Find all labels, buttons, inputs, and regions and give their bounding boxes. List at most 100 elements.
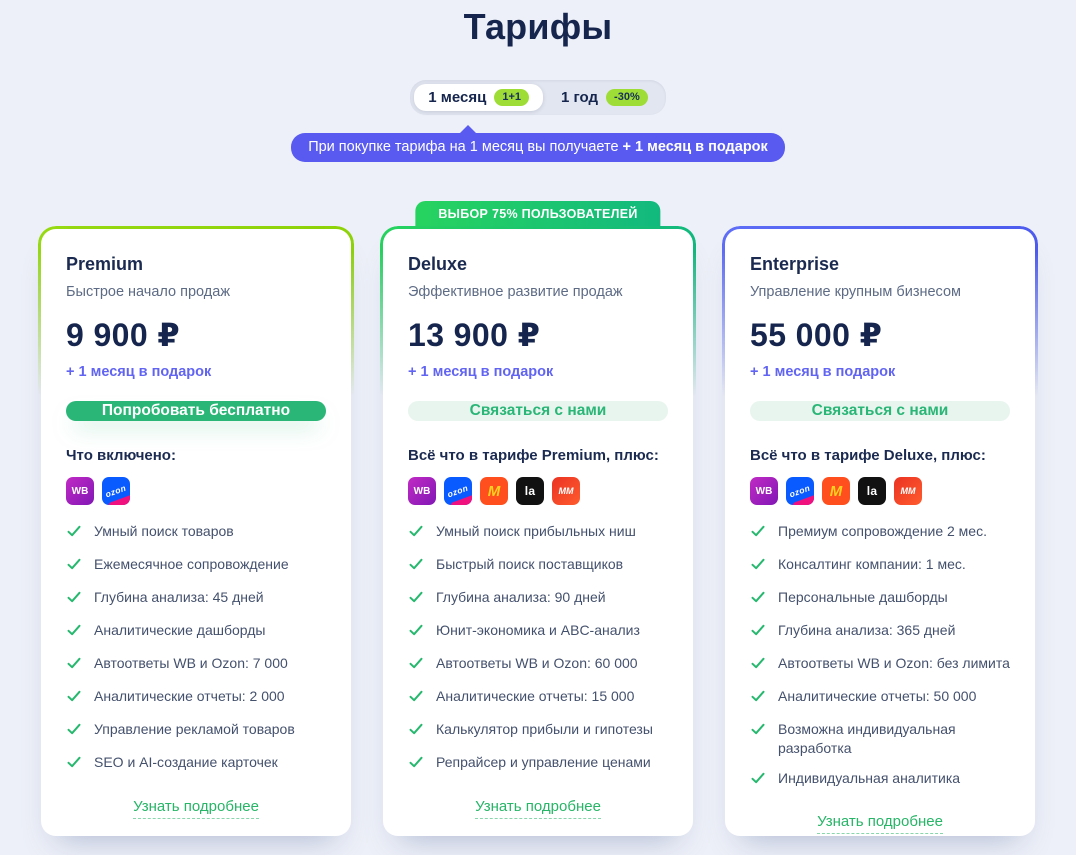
checkmark-icon <box>408 754 424 775</box>
feature-item: Возможна индивидуальная разработка <box>750 720 1010 758</box>
feature-item: Аналитические дашборды <box>66 621 326 643</box>
feature-item: Юнит-экономика и ABC-анализ <box>408 621 668 643</box>
feature-text: Умный поиск прибыльных ниш <box>436 523 636 540</box>
popular-choice-badge: ВЫБОР 75% ПОЛЬЗОВАТЕЛЕЙ <box>415 201 661 227</box>
learn-more-link[interactable]: Узнать подробнее <box>817 813 943 835</box>
feature-text: Автоответы WB и Ozon: 60 000 <box>436 654 638 671</box>
feature-item: Калькулятор прибыли и гипотезы <box>408 720 668 742</box>
ozon-glyph: ozon <box>446 483 470 500</box>
feature-text: SEO и AI-создание карточек <box>94 753 278 770</box>
month-gift-badge: 1+1 <box>494 89 529 106</box>
checkmark-icon <box>750 589 766 610</box>
feature-item: SEO и AI-создание карточек <box>66 753 326 775</box>
checkmark-icon <box>66 721 82 742</box>
plan-card-body: Premium Быстрое начало продаж 9 900 ₽ + 1 м… <box>41 229 351 837</box>
feature-item: Персональные дашборды <box>750 588 1010 610</box>
learn-more-link[interactable]: Узнать подробнее <box>475 798 601 819</box>
feature-item: Премиум сопровождение 2 мес. <box>750 522 1010 544</box>
checkmark-icon <box>408 556 424 577</box>
checkmark-icon <box>66 754 82 775</box>
feature-item: Автоответы WB и Ozon: 60 000 <box>408 654 668 676</box>
feature-item: Ежемесячное сопровождение <box>66 555 326 577</box>
megamarket-icon: МM <box>894 477 922 506</box>
billing-option-month-label: 1 месяц <box>428 89 487 106</box>
more-link-row: Узнать подробнее <box>750 801 1010 835</box>
plan-name: Deluxe <box>408 254 468 275</box>
checkmark-icon <box>408 721 424 742</box>
yandex-market-icon: M <box>822 477 850 506</box>
includes-heading: Всё что в тарифе Premium, плюс: <box>408 447 659 465</box>
lamoda-glyph: la <box>524 484 536 499</box>
feature-item: Консалтинг компании: 1 мес. <box>750 555 1010 577</box>
checkmark-icon <box>66 655 82 676</box>
promo-tooltip-text: При покупке тарифа на 1 месяц вы получае… <box>308 139 619 155</box>
feature-text: Автоответы WB и Ozon: без лимита <box>778 654 1010 671</box>
wildberries-glyph: WB <box>755 485 773 497</box>
feature-text: Автоответы WB и Ozon: 7 000 <box>94 654 288 671</box>
checkmark-icon <box>750 622 766 643</box>
megamarket-icon: МM <box>552 477 580 506</box>
more-link-row: Узнать подробнее <box>66 786 326 819</box>
feature-text: Глубина анализа: 365 дней <box>778 622 956 639</box>
feature-item: Аналитические отчеты: 50 000 <box>750 687 1010 709</box>
wildberries-icon: WB <box>750 477 778 506</box>
ozon-glyph: ozon <box>104 483 128 500</box>
plan-card-premium: Premium Быстрое начало продаж 9 900 ₽ + 1 м… <box>38 226 354 840</box>
feature-item: Глубина анализа: 90 дней <box>408 588 668 610</box>
includes-heading: Что включено: <box>66 447 176 465</box>
marketplace-icons: WB ozon <box>66 477 326 506</box>
feature-text: Аналитические дашборды <box>94 622 266 639</box>
plan-gift-note: + 1 месяц в подарок <box>750 364 896 381</box>
feature-text: Премиум сопровождение 2 мес. <box>778 523 987 540</box>
checkmark-icon <box>408 523 424 544</box>
checkmark-icon <box>750 688 766 709</box>
checkmark-icon <box>66 523 82 544</box>
feature-text: Умный поиск товаров <box>94 523 234 540</box>
feature-list: Умный поиск прибыльных ниш Быстрый поиск … <box>408 522 668 785</box>
checkmark-icon <box>408 622 424 643</box>
promo-tooltip-highlight: + 1 месяц в подарок <box>622 139 768 155</box>
pricing-cards: Premium Быстрое начало продаж 9 900 ₽ + 1 м… <box>38 201 1038 840</box>
feature-text: Калькулятор прибыли и гипотезы <box>436 720 653 737</box>
lamoda-glyph: la <box>866 484 878 499</box>
contact-us-button[interactable]: Связаться с нами <box>750 401 1010 422</box>
checkmark-icon <box>408 688 424 709</box>
yandex-market-glyph: M <box>829 482 843 500</box>
billing-option-year[interactable]: 1 год -30% <box>547 84 662 111</box>
year-discount-badge: -30% <box>606 89 648 106</box>
checkmark-icon <box>750 721 766 758</box>
feature-text: Глубина анализа: 45 дней <box>94 589 264 606</box>
checkmark-icon <box>66 589 82 610</box>
feature-item: Репрайсер и управление ценами <box>408 753 668 775</box>
billing-option-month[interactable]: 1 месяц 1+1 <box>414 84 543 111</box>
wildberries-glyph: WB <box>413 485 431 497</box>
feature-text: Быстрый поиск поставщиков <box>436 556 624 573</box>
checkmark-icon <box>66 622 82 643</box>
feature-text: Репрайсер и управление ценами <box>436 753 651 770</box>
feature-item: Быстрый поиск поставщиков <box>408 555 668 577</box>
ozon-icon: ozon <box>102 477 130 506</box>
contact-us-button[interactable]: Связаться с нами <box>408 401 668 422</box>
megamarket-glyph: МM <box>558 486 574 497</box>
billing-toggle-row: 1 месяц 1+1 1 год -30% <box>0 80 1076 115</box>
try-free-button[interactable]: Попробовать бесплатно <box>66 401 326 422</box>
lamoda-icon: la <box>858 477 886 506</box>
plan-tagline: Быстрое начало продаж <box>66 284 231 301</box>
megamarket-glyph: МM <box>900 486 916 497</box>
plan-card-body: Enterprise Управление крупным бизнесом 55 … <box>725 229 1035 837</box>
includes-heading: Всё что в тарифе Deluxe, плюс: <box>750 447 986 465</box>
checkmark-icon <box>750 556 766 577</box>
feature-text: Индивидуальная аналитика <box>778 769 961 786</box>
feature-item: Управление рекламой товаров <box>66 720 326 742</box>
plan-tagline: Управление крупным бизнесом <box>750 284 961 301</box>
feature-text: Аналитические отчеты: 15 000 <box>436 687 635 704</box>
more-link-row: Узнать подробнее <box>408 786 668 819</box>
wildberries-icon: WB <box>408 477 436 506</box>
wildberries-icon: WB <box>66 477 94 506</box>
lamoda-icon: la <box>516 477 544 506</box>
learn-more-link[interactable]: Узнать подробнее <box>133 798 259 819</box>
checkmark-icon <box>66 556 82 577</box>
